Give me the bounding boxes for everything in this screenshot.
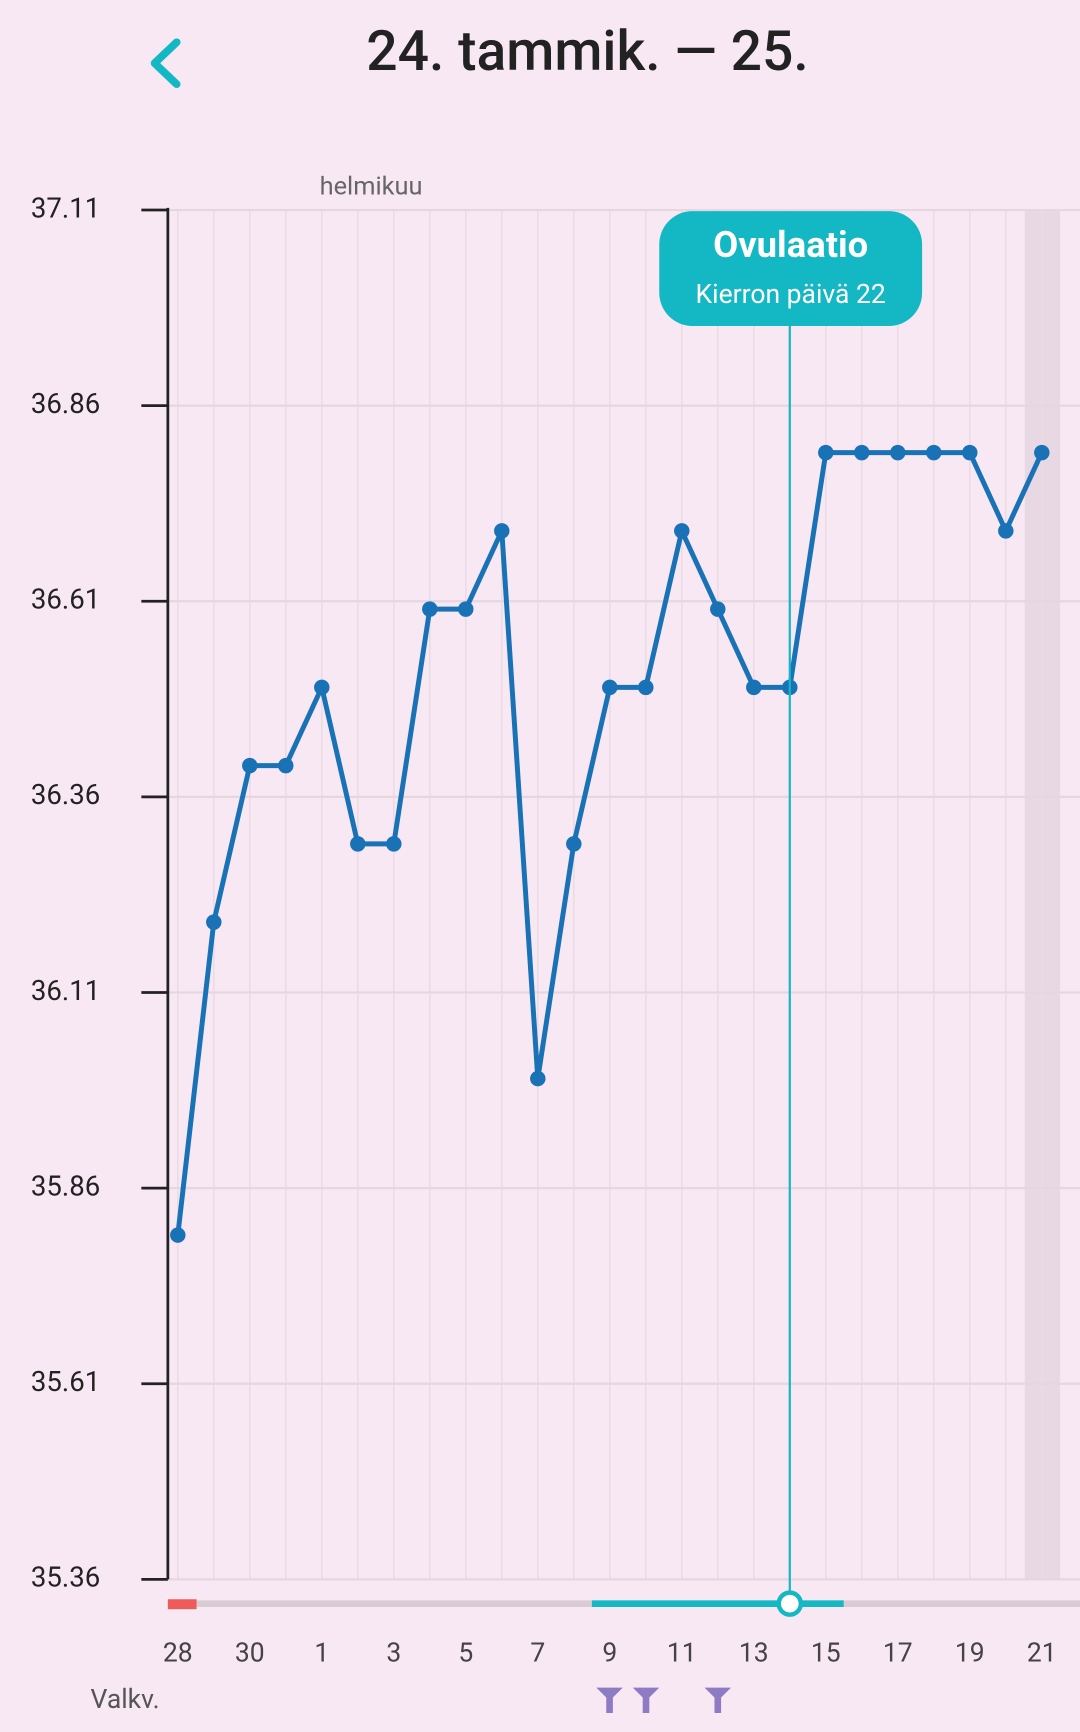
period-marker — [167, 1599, 197, 1610]
temperature-point — [386, 836, 402, 852]
temperature-point — [350, 836, 366, 852]
temperature-point — [962, 444, 978, 461]
temperature-point — [566, 836, 582, 852]
y-tick-label: 35.86 — [31, 1169, 100, 1202]
temperature-point — [170, 1227, 186, 1243]
temperature-point — [206, 914, 222, 930]
temperature-point — [890, 444, 906, 461]
x-tick-label: 28 — [163, 1637, 193, 1668]
x-tick-label: 1 — [314, 1637, 329, 1668]
y-tick-label: 35.61 — [31, 1365, 100, 1398]
month-label: helmikuu — [320, 172, 423, 202]
y-tick-label: 36.11 — [31, 974, 100, 1007]
x-tick-label: 3 — [386, 1637, 401, 1668]
temperature-point — [422, 601, 438, 617]
y-tick-label: 37.11 — [31, 191, 100, 224]
temperature-point — [998, 523, 1014, 539]
icon — [632, 1687, 660, 1713]
x-tick-label: 13 — [739, 1637, 769, 1668]
back-button[interactable] — [150, 38, 181, 89]
x-tick-label: 15 — [811, 1637, 841, 1668]
x-tick-label: 17 — [883, 1637, 913, 1668]
temperature-point — [602, 679, 618, 696]
ovulation-title: Ovulaatio — [713, 223, 868, 266]
temperature-point — [458, 601, 474, 617]
temperature-point — [242, 757, 258, 774]
x-tick-label: 9 — [602, 1637, 617, 1668]
ovulation-subtitle: Kierron päivä 22 — [696, 279, 886, 310]
temperature-point — [278, 757, 294, 774]
temperature-point — [638, 679, 654, 696]
temperature-point — [710, 601, 726, 617]
plot — [170, 444, 1050, 1243]
temperature-point — [746, 679, 762, 696]
cycle-handle — [776, 1590, 804, 1617]
y-tick-label: 35.36 — [31, 1561, 100, 1594]
temperature-point — [530, 1070, 546, 1087]
temperature-point — [674, 523, 690, 539]
discharge-icons — [596, 1687, 732, 1713]
temperature-point — [818, 444, 834, 461]
x-tick-label: 30 — [235, 1637, 265, 1668]
y-tick-label: 36.61 — [31, 583, 100, 616]
x-tick-label: 19 — [955, 1637, 985, 1668]
row-label: Valkv. — [91, 1684, 160, 1715]
y-tick-label: 36.36 — [31, 778, 100, 811]
title: 24. tammik. — 25. — [366, 20, 808, 84]
temperature-point — [854, 444, 870, 461]
icon — [704, 1687, 732, 1713]
temperature-point — [314, 679, 330, 696]
y-tick-label: 36.86 — [31, 387, 100, 420]
temperature-point — [494, 523, 510, 539]
x-tick-label: 21 — [1027, 1637, 1057, 1668]
temperature-point — [1034, 444, 1050, 461]
icon — [596, 1687, 623, 1713]
temperature-point — [926, 444, 942, 461]
x-tick-label: 7 — [530, 1637, 545, 1668]
ovulation-badge — [659, 211, 923, 326]
x-tick-label: 11 — [667, 1637, 697, 1668]
x-tick-label: 5 — [458, 1637, 473, 1668]
